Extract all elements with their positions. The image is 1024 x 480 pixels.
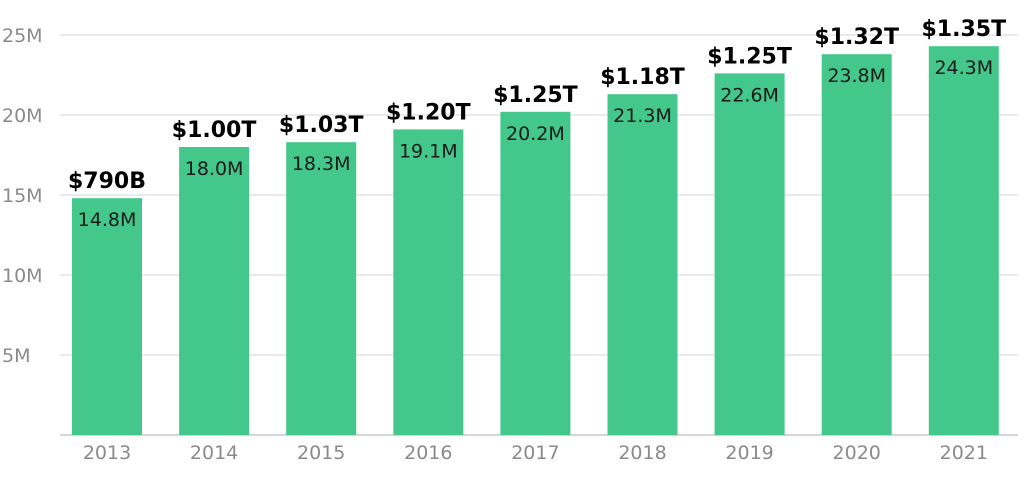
- bar-annotation-2013: $790B: [68, 169, 146, 194]
- y-tick-label: 20M: [2, 105, 43, 127]
- bar-value-label-2015: 18.3M: [292, 153, 351, 175]
- bar-2021: [928, 46, 999, 435]
- x-tick-label-2015: 2015: [297, 442, 345, 464]
- bar-value-label-2013: 14.8M: [78, 209, 137, 231]
- bar-2016: [393, 129, 464, 435]
- x-tick-label-2013: 2013: [83, 442, 131, 464]
- bar-annotation-2016: $1.20T: [386, 100, 471, 125]
- bar-2018: [607, 94, 678, 435]
- bar-value-label-2019: 22.6M: [720, 84, 779, 106]
- bar-value-label-2014: 18.0M: [185, 158, 244, 180]
- bar-2019: [714, 73, 785, 436]
- bar-value-label-2018: 21.3M: [613, 105, 672, 127]
- bar-2014: [179, 147, 250, 435]
- bar-annotation-2018: $1.18T: [600, 65, 685, 90]
- y-tick-label: 25M: [2, 25, 43, 47]
- bar-value-label-2021: 24.3M: [934, 57, 993, 79]
- bar-2013: [72, 198, 142, 435]
- y-tick-label: 10M: [2, 265, 43, 287]
- bar-annotation-2021: $1.35T: [921, 17, 1006, 42]
- x-tick-label-2017: 2017: [511, 442, 559, 464]
- y-tick-label: 15M: [2, 185, 43, 207]
- bar-annotation-2019: $1.25T: [707, 44, 792, 69]
- bar-2015: [286, 142, 357, 435]
- x-tick-label-2019: 2019: [725, 442, 773, 464]
- bar-annotation-2020: $1.32T: [814, 25, 899, 50]
- bars-layer: [72, 46, 999, 436]
- x-tick-label-2020: 2020: [833, 442, 881, 464]
- x-tick-label-2021: 2021: [940, 442, 988, 464]
- y-tick-label: 5M: [2, 345, 30, 367]
- x-tick-label-2016: 2016: [404, 442, 452, 464]
- axis-layer: 5M 10M 15M 20M 25M 2013 2014 2015 2016 2017 2018 20…: [2, 25, 988, 464]
- bar-annotation-2014: $1.00T: [172, 118, 257, 143]
- bar-2020: [821, 54, 892, 435]
- bar-annotation-2015: $1.03T: [279, 113, 364, 138]
- bar-value-label-2020: 23.8M: [827, 65, 886, 87]
- bar-annotation-2017: $1.25T: [493, 83, 578, 108]
- bar-value-label-2016: 19.1M: [399, 140, 458, 162]
- bar-2017: [500, 111, 571, 436]
- x-tick-label-2014: 2014: [190, 442, 238, 464]
- x-tick-label-2018: 2018: [618, 442, 666, 464]
- bar-value-label-2017: 20.2M: [506, 123, 565, 145]
- labels-layer: 14.8M $790B 18.0M $1.00T 18.3M $1.03T 19.1M $1.…: [68, 17, 1006, 231]
